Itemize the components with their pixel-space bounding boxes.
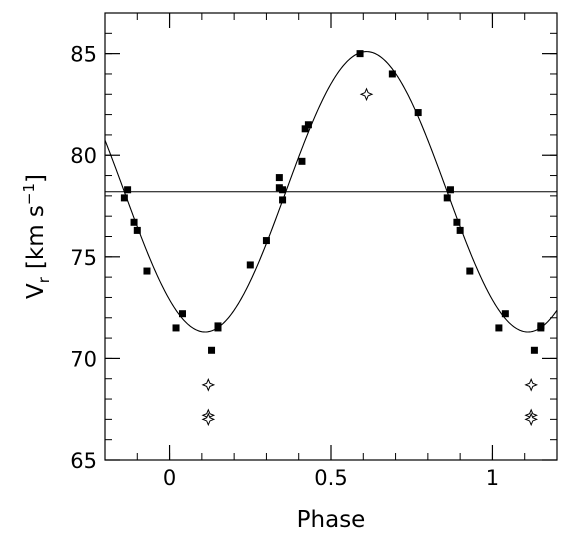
data-point-star bbox=[524, 412, 538, 427]
y-axis-title-unit-close: ] bbox=[23, 174, 49, 183]
y-axis-title-base: V bbox=[23, 283, 49, 299]
data-point-square bbox=[143, 267, 151, 275]
y-axis-title-subscript: r bbox=[35, 276, 53, 283]
data-point-star bbox=[201, 412, 216, 427]
data-point-square bbox=[537, 324, 545, 332]
x-tick-label: 0.5 bbox=[314, 466, 347, 490]
data-points-filled-squares bbox=[120, 50, 545, 354]
data-point-square bbox=[246, 261, 254, 269]
y-tick-label: 85 bbox=[70, 43, 97, 67]
x-axis-title: Phase bbox=[297, 507, 366, 533]
data-point-square bbox=[214, 324, 222, 332]
data-point-square bbox=[124, 186, 132, 194]
data-points-open-stars bbox=[201, 87, 538, 427]
x-tick-label: 1 bbox=[486, 466, 499, 490]
data-point-square bbox=[530, 346, 538, 354]
data-point-square bbox=[172, 324, 180, 332]
data-point-square bbox=[495, 324, 503, 332]
plot-frame bbox=[104, 12, 558, 461]
data-point-square bbox=[275, 174, 283, 182]
y-tick-label: 65 bbox=[70, 449, 97, 473]
tick-labels: 0 0.5 1 65 70 75 80 85 bbox=[70, 43, 499, 490]
y-tick-label: 80 bbox=[70, 144, 97, 168]
data-point-square bbox=[304, 121, 312, 129]
data-point-square bbox=[279, 186, 287, 194]
data-point-square bbox=[130, 218, 138, 226]
data-point-square bbox=[208, 346, 216, 354]
data-point-square bbox=[466, 267, 474, 275]
y-axis-title-unit: [km s bbox=[23, 205, 49, 269]
y-tick-label: 75 bbox=[70, 246, 97, 270]
data-point-square bbox=[453, 218, 461, 226]
data-point-square bbox=[120, 194, 128, 202]
data-point-square bbox=[501, 310, 509, 318]
data-point-square bbox=[298, 157, 306, 165]
major-ticks bbox=[105, 13, 557, 461]
data-point-square bbox=[443, 194, 451, 202]
data-point-square bbox=[388, 70, 396, 78]
data-point-square bbox=[446, 186, 454, 194]
data-point-square bbox=[301, 125, 309, 133]
data-point-square bbox=[178, 310, 186, 318]
data-point-star bbox=[524, 378, 538, 392]
minor-ticks bbox=[104, 12, 558, 461]
x-tick-label: 0 bbox=[163, 466, 176, 490]
data-point-star bbox=[359, 87, 374, 102]
data-point-square bbox=[279, 196, 287, 204]
data-point-square bbox=[133, 226, 141, 234]
y-axis-title: Vr [km s−1] bbox=[20, 174, 53, 299]
data-point-square bbox=[356, 50, 364, 58]
data-point-square bbox=[262, 237, 270, 245]
y-axis-title-exponent: −1 bbox=[20, 183, 38, 205]
data-point-square bbox=[414, 109, 422, 117]
data-point-square bbox=[456, 226, 464, 234]
y-tick-label: 70 bbox=[70, 347, 97, 371]
data-point-star bbox=[201, 378, 216, 392]
